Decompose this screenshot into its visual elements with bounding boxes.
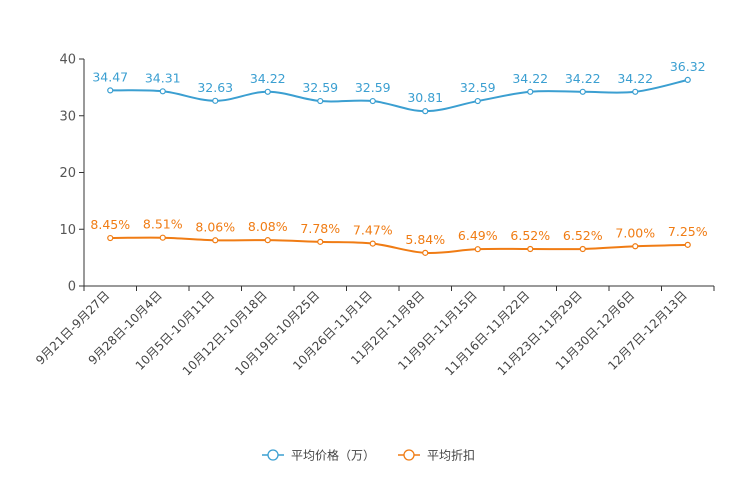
data-label: 32.59 [460, 80, 496, 95]
data-label: 34.22 [512, 71, 548, 86]
y-tick-label: 30 [59, 109, 76, 124]
data-label: 34.22 [250, 71, 286, 86]
data-label: 8.08% [248, 219, 288, 234]
data-point [159, 88, 166, 95]
data-point [474, 97, 481, 105]
data-point [317, 97, 324, 105]
data-label: 32.59 [355, 80, 391, 95]
data-label: 8.51% [143, 217, 183, 232]
data-label: 34.47 [92, 69, 128, 84]
y-tick-label: 20 [59, 166, 76, 181]
data-point [159, 234, 166, 241]
data-label: 7.00% [615, 225, 655, 240]
data-label: 8.06% [195, 219, 235, 234]
data-point [107, 234, 114, 242]
data-label: 32.63 [197, 80, 233, 95]
data-label: 5.84% [405, 232, 445, 247]
data-label: 34.31 [145, 70, 181, 85]
data-point [632, 243, 639, 250]
data-label: 6.49% [458, 228, 498, 243]
data-point [684, 241, 691, 248]
legend-label-2[interactable]: 平均折扣 [427, 448, 475, 463]
data-label: 6.52% [510, 228, 550, 243]
data-point [212, 97, 219, 104]
y-tick-label: 10 [59, 223, 76, 238]
data-label: 8.45% [90, 217, 130, 232]
y-tick-label: 40 [59, 53, 76, 68]
series-line-2 [110, 236, 688, 255]
data-point [527, 88, 534, 95]
legend-marker-1[interactable] [267, 449, 279, 461]
data-point [527, 245, 534, 253]
data-point [422, 108, 429, 115]
data-point [317, 238, 324, 245]
data-label: 30.81 [407, 90, 443, 105]
data-point [474, 246, 481, 253]
data-point [264, 88, 271, 95]
data-label: 7.78% [300, 221, 340, 236]
data-label: 34.22 [565, 71, 601, 86]
series-line-1 [110, 78, 688, 113]
data-label: 32.59 [302, 80, 338, 95]
data-point [632, 88, 639, 95]
legend-label-1[interactable]: 平均价格（万） [291, 448, 375, 463]
data-label: 7.25% [668, 224, 708, 239]
data-point [579, 245, 586, 253]
data-point [422, 249, 429, 256]
data-point [369, 240, 376, 247]
data-label: 7.47% [353, 223, 393, 238]
y-tick-label: 0 [68, 280, 76, 295]
data-point [369, 97, 376, 105]
data-label: 6.52% [563, 228, 603, 243]
data-point [264, 237, 271, 244]
data-point [107, 87, 114, 94]
data-label: 36.32 [670, 59, 706, 74]
legend-marker-2[interactable] [403, 449, 415, 461]
data-label: 34.22 [617, 71, 653, 86]
data-point [579, 88, 586, 95]
data-point [684, 76, 691, 83]
data-point [212, 237, 219, 244]
